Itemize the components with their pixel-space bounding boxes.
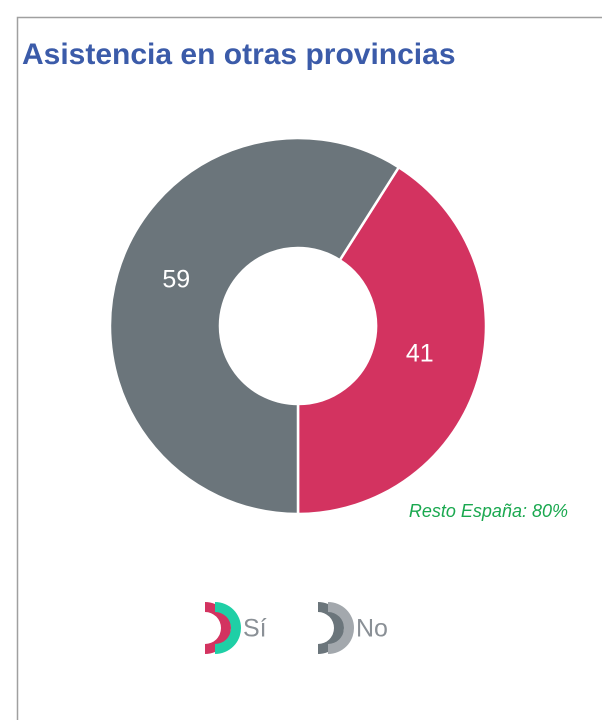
- data-label: 41: [406, 340, 434, 368]
- frame: [18, 18, 602, 721]
- annotation: Resto España: 80%: [409, 501, 568, 521]
- legend-label: No: [356, 615, 388, 643]
- chart-title: Asistencia en otras provincias: [22, 38, 456, 71]
- data-label: 59: [162, 266, 190, 294]
- legend-label: Sí: [243, 615, 267, 643]
